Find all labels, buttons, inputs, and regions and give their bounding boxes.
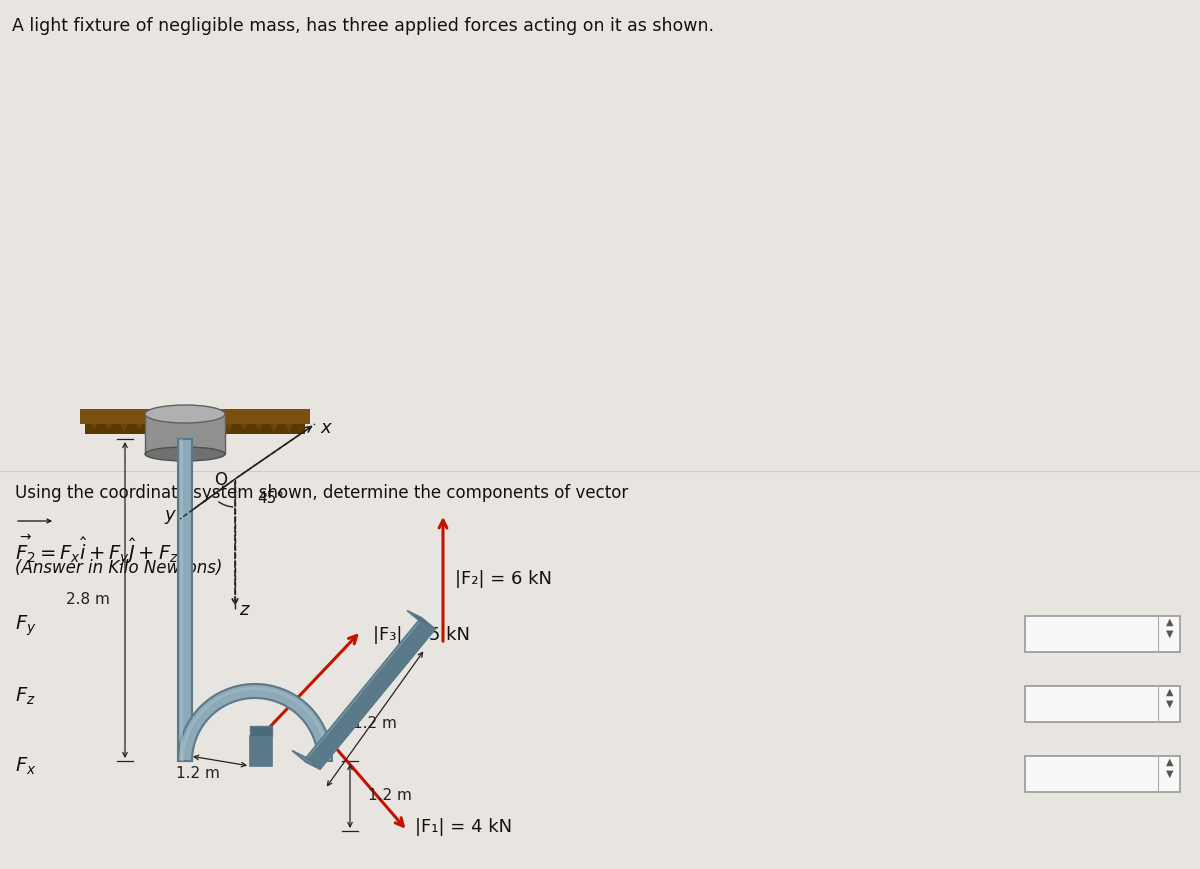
Text: A light fixture of negligible mass, has three applied forces acting on it as sho: A light fixture of negligible mass, has … <box>12 17 714 35</box>
Polygon shape <box>120 424 128 432</box>
Polygon shape <box>240 424 248 429</box>
Polygon shape <box>90 424 98 429</box>
Polygon shape <box>256 424 263 433</box>
Polygon shape <box>210 424 218 430</box>
Text: z: z <box>239 601 248 619</box>
Text: ▲: ▲ <box>1166 617 1174 627</box>
Text: Choose...: Choose... <box>1051 688 1120 704</box>
Text: 45°: 45° <box>257 491 284 506</box>
Text: 2.8 m: 2.8 m <box>66 593 110 607</box>
Text: ▼: ▼ <box>1166 769 1174 779</box>
Polygon shape <box>178 684 332 761</box>
Polygon shape <box>85 424 305 434</box>
Text: y: y <box>164 506 175 524</box>
FancyBboxPatch shape <box>1025 756 1180 792</box>
Text: 1.2 m: 1.2 m <box>176 766 220 780</box>
Polygon shape <box>407 611 436 629</box>
Text: ▼: ▼ <box>1166 629 1174 639</box>
Polygon shape <box>106 424 113 429</box>
Text: ▲: ▲ <box>1166 757 1174 767</box>
Polygon shape <box>286 424 293 433</box>
Text: $F_{y}$: $F_{y}$ <box>14 614 36 638</box>
Text: $F_{x}$: $F_{x}$ <box>14 755 36 777</box>
Bar <box>250 736 272 766</box>
Text: O: O <box>214 471 227 489</box>
Text: $F_{z}$: $F_{z}$ <box>14 686 36 706</box>
Text: (Answer in Kilo Newtons): (Answer in Kilo Newtons) <box>14 559 222 577</box>
Polygon shape <box>180 439 182 761</box>
Text: |F₁| = 4 kN: |F₁| = 4 kN <box>415 818 512 836</box>
Bar <box>145 414 226 454</box>
Polygon shape <box>166 424 173 430</box>
Text: ▼: ▼ <box>1166 699 1174 709</box>
Polygon shape <box>80 409 310 424</box>
Text: |F₂| = 6 kN: |F₂| = 6 kN <box>455 570 552 588</box>
FancyBboxPatch shape <box>1025 616 1180 652</box>
Polygon shape <box>292 751 320 769</box>
FancyBboxPatch shape <box>1025 686 1180 722</box>
Text: ▲: ▲ <box>1166 687 1174 697</box>
Text: Using the coordinate system shown, determine the components of vector: Using the coordinate system shown, deter… <box>14 484 629 502</box>
Text: $\overset{\to}{F_2} = F_x\hat{i} + F_y\hat{J} + F_z\hat{k}$: $\overset{\to}{F_2} = F_x\hat{i} + F_y\h… <box>14 532 191 568</box>
Bar <box>250 726 272 736</box>
Polygon shape <box>180 424 188 429</box>
Polygon shape <box>306 622 436 769</box>
Polygon shape <box>150 424 158 430</box>
Polygon shape <box>270 424 278 431</box>
Polygon shape <box>306 618 436 769</box>
Polygon shape <box>134 424 143 431</box>
Polygon shape <box>226 424 233 432</box>
Text: Choose...: Choose... <box>1051 759 1120 773</box>
Polygon shape <box>181 687 329 761</box>
Polygon shape <box>178 439 192 761</box>
Text: |F₃| = 5 kN: |F₃| = 5 kN <box>373 626 470 644</box>
Text: x: x <box>320 419 331 437</box>
Polygon shape <box>194 424 203 431</box>
Ellipse shape <box>145 447 226 461</box>
Text: Choose...: Choose... <box>1051 619 1120 634</box>
Text: 1.2 m: 1.2 m <box>353 716 397 731</box>
Ellipse shape <box>145 405 226 423</box>
Text: 1.2 m: 1.2 m <box>368 788 412 804</box>
